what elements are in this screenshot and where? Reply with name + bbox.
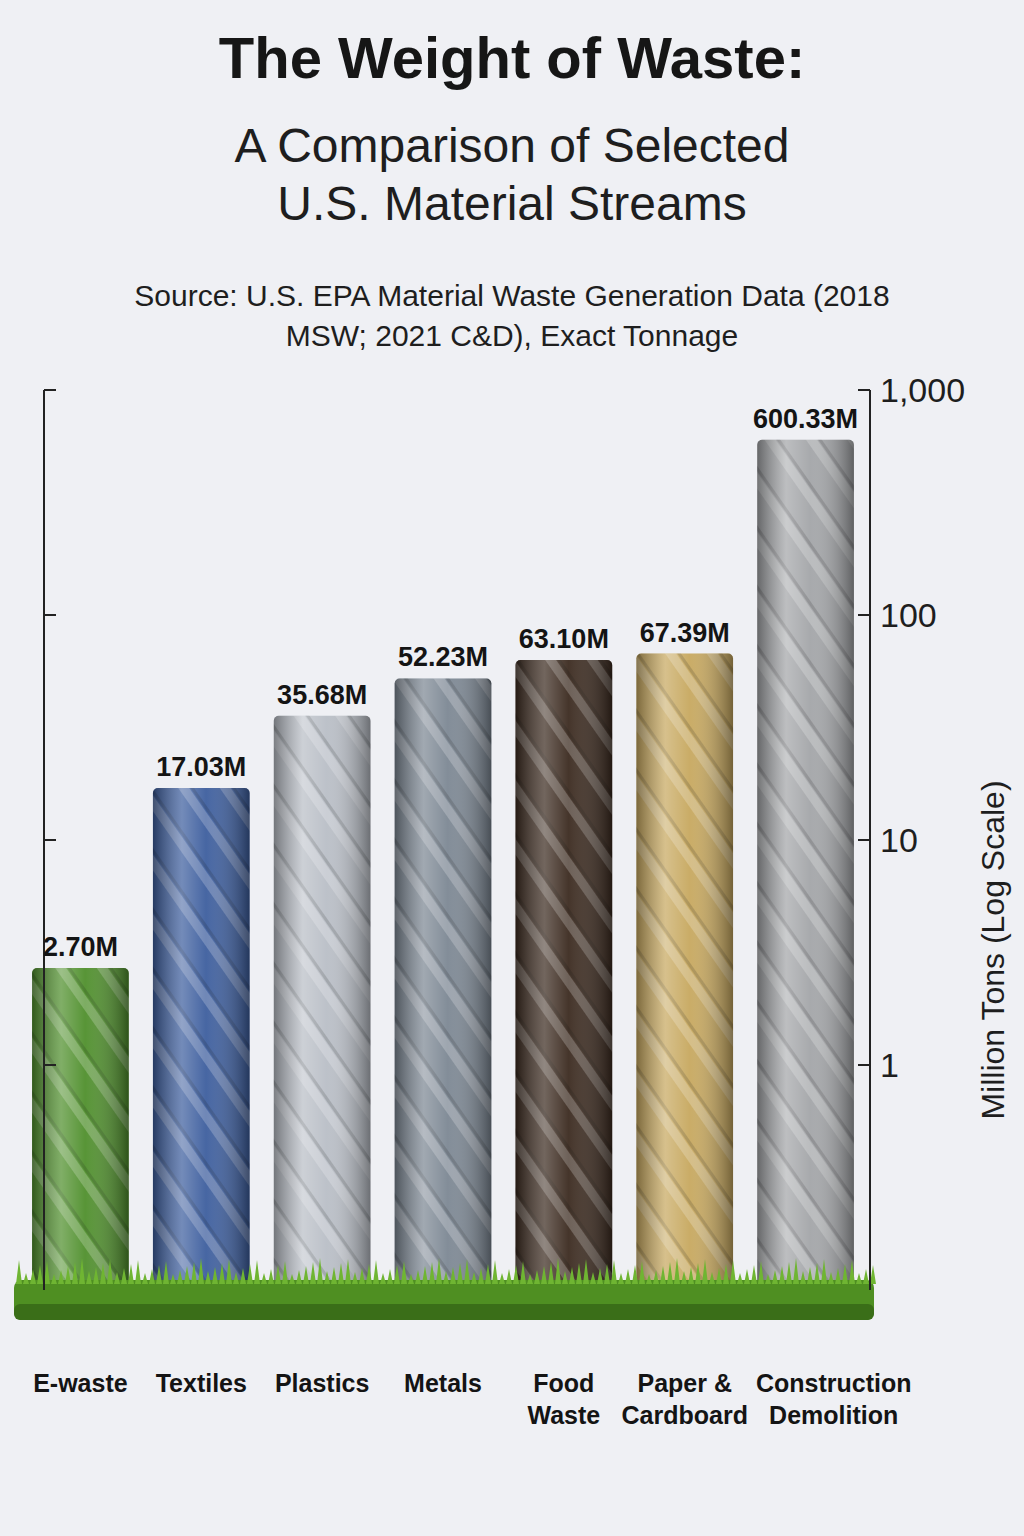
tick-label: 10: [880, 821, 918, 859]
bar-texture: [757, 440, 854, 1290]
text-line: Food: [533, 1369, 594, 1397]
bar: [274, 716, 371, 1290]
text-line: Waste: [527, 1401, 600, 1429]
tick: [44, 389, 56, 391]
bar: [757, 440, 854, 1290]
data-label: 67.39M: [640, 618, 730, 648]
text-line: Demolition: [769, 1401, 898, 1429]
bar-shade: [395, 678, 492, 1290]
grass: [14, 1280, 874, 1320]
tick: [858, 614, 870, 616]
bar: [516, 660, 613, 1290]
bar-texture: [516, 660, 613, 1290]
tick: [44, 1064, 56, 1066]
tick: [858, 839, 870, 841]
bar-texture: [153, 788, 250, 1290]
bar-shade: [757, 440, 854, 1290]
tick: [44, 614, 56, 616]
category-label: Plastics: [275, 1369, 370, 1397]
category-label: Metals: [404, 1369, 482, 1397]
bar-shade: [153, 788, 250, 1290]
text-line: Paper &: [637, 1369, 731, 1397]
data-label: 2.70M: [43, 932, 118, 962]
tick: [858, 389, 870, 391]
bar-texture: [395, 678, 492, 1290]
chart: The Weight of Waste: A Comparison of Sele…: [0, 0, 1024, 1536]
text-line: Construction: [756, 1369, 912, 1397]
category-label: Paper & Cardboard: [622, 1369, 748, 1429]
text-line: MSW; 2021 C&D), Exact Tonnage: [286, 319, 738, 352]
bar-shade: [274, 716, 371, 1290]
title: The Weight of Waste:: [219, 25, 805, 90]
bar: [32, 968, 129, 1290]
bar-texture: [636, 654, 733, 1290]
text-line: Cardboard: [622, 1401, 748, 1429]
bar-texture: [32, 968, 129, 1290]
bar-texture: [274, 716, 371, 1290]
bar-shade: [636, 654, 733, 1290]
category-label: Textiles: [156, 1369, 247, 1397]
data-label: 17.03M: [156, 752, 246, 782]
category-label: E-waste: [33, 1369, 128, 1397]
text-line: Metals: [404, 1369, 482, 1397]
bar-shade: [32, 968, 129, 1290]
data-label: 35.68M: [277, 680, 367, 710]
axis-title: Million Tons (Log Scale): [975, 780, 1011, 1119]
category-label: Construction Demolition: [756, 1369, 912, 1429]
tick: [44, 839, 56, 841]
text-line: Textiles: [156, 1369, 247, 1397]
grass-blades: [16, 1258, 876, 1284]
text-line: U.S. Material Streams: [277, 177, 746, 230]
tick: [858, 1064, 870, 1066]
tick-label: 100: [880, 596, 937, 634]
text-line: Plastics: [275, 1369, 370, 1397]
bars: [32, 440, 854, 1290]
bar-shade: [516, 660, 613, 1290]
data-label: 63.10M: [519, 624, 609, 654]
category-label: Food Waste: [527, 1369, 600, 1429]
text-line: E-waste: [33, 1369, 128, 1397]
tick-label: 1: [880, 1046, 899, 1084]
text-line: A Comparison of Selected: [235, 119, 790, 172]
bar: [153, 788, 250, 1290]
source: Source: U.S. EPA Material Waste Generati…: [134, 279, 889, 352]
data-label: 52.23M: [398, 642, 488, 672]
text-line: Source: U.S. EPA Material Waste Generati…: [134, 279, 889, 312]
data-label: 600.33M: [753, 404, 858, 434]
background: [0, 0, 1024, 1536]
subtitle: A Comparison of SelectedU.S. Material St…: [235, 119, 790, 230]
bar: [395, 678, 492, 1290]
bar: [636, 654, 733, 1290]
tick-label: 1,000: [880, 371, 965, 409]
grass-shadow: [14, 1304, 874, 1320]
